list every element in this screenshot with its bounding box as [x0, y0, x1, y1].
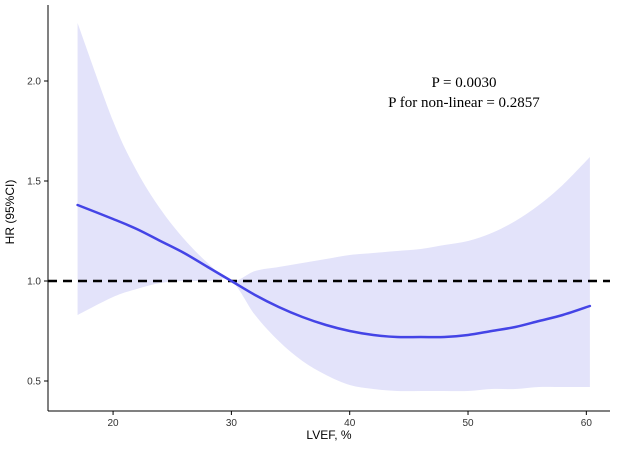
y-tick-label: 1.5	[27, 177, 41, 188]
p-value-annotation: P = 0.0030	[432, 75, 497, 91]
x-tick-label: 60	[581, 418, 593, 429]
p-nonlinear-annotation: P for non-linear = 0.2857	[388, 95, 540, 111]
hr-curve-layer	[76, 203, 592, 339]
hr-curve	[76, 203, 592, 339]
x-tick-label: 20	[108, 418, 120, 429]
x-tick-label: 50	[462, 418, 474, 429]
annotations: P = 0.0030 P for non-linear = 0.2857	[388, 75, 540, 111]
axes: 20 30 40 50 60 0.5 1.0 1.5 2.0	[27, 5, 610, 429]
x-tick-label: 40	[344, 418, 356, 429]
confidence-band-layer	[77, 23, 590, 392]
confidence-band	[77, 23, 590, 392]
y-tick-label: 1.0	[27, 277, 41, 288]
x-tick-label: 30	[226, 418, 238, 429]
x-axis-title: LVEF, %	[306, 428, 351, 442]
y-tick-label: 2.0	[27, 77, 41, 88]
y-tick-label: 0.5	[27, 377, 41, 388]
y-axis-title: HR (95%CI)	[3, 180, 17, 245]
